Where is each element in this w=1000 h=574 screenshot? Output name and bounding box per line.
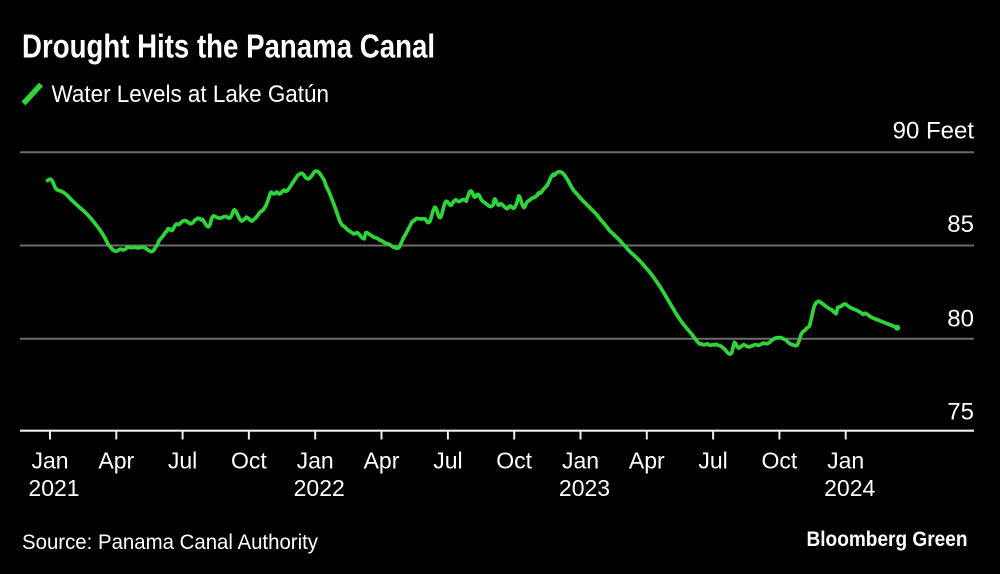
svg-text:75: 75 <box>947 399 974 426</box>
svg-text:Bloomberg Green: Bloomberg Green <box>807 528 968 551</box>
svg-text:Jul: Jul <box>433 448 462 474</box>
svg-text:Oct: Oct <box>762 448 798 474</box>
svg-text:Jan: Jan <box>297 448 334 474</box>
svg-text:2023: 2023 <box>559 475 610 501</box>
svg-text:2021: 2021 <box>28 475 79 501</box>
svg-text:Oct: Oct <box>496 448 532 474</box>
svg-text:85: 85 <box>947 211 974 238</box>
svg-text:2024: 2024 <box>824 475 875 501</box>
svg-text:Jul: Jul <box>698 448 727 474</box>
svg-text:Source: Panama Canal Authority: Source: Panama Canal Authority <box>22 531 318 554</box>
svg-text:Apr: Apr <box>364 448 400 474</box>
svg-text:Jan: Jan <box>827 448 864 474</box>
svg-text:Water Levels at Lake Gatún: Water Levels at Lake Gatún <box>52 81 330 108</box>
svg-text:Oct: Oct <box>231 448 267 474</box>
svg-text:Jan: Jan <box>562 448 599 474</box>
svg-text:2022: 2022 <box>294 475 345 501</box>
svg-text:Drought Hits the Panama Canal: Drought Hits the Panama Canal <box>22 28 435 65</box>
svg-text:Apr: Apr <box>98 448 134 474</box>
svg-text:80: 80 <box>947 306 974 333</box>
svg-text:Apr: Apr <box>629 448 665 474</box>
svg-text:Jan: Jan <box>31 448 68 474</box>
svg-text:Jul: Jul <box>168 448 197 474</box>
svg-text:90 Feet: 90 Feet <box>893 118 975 145</box>
